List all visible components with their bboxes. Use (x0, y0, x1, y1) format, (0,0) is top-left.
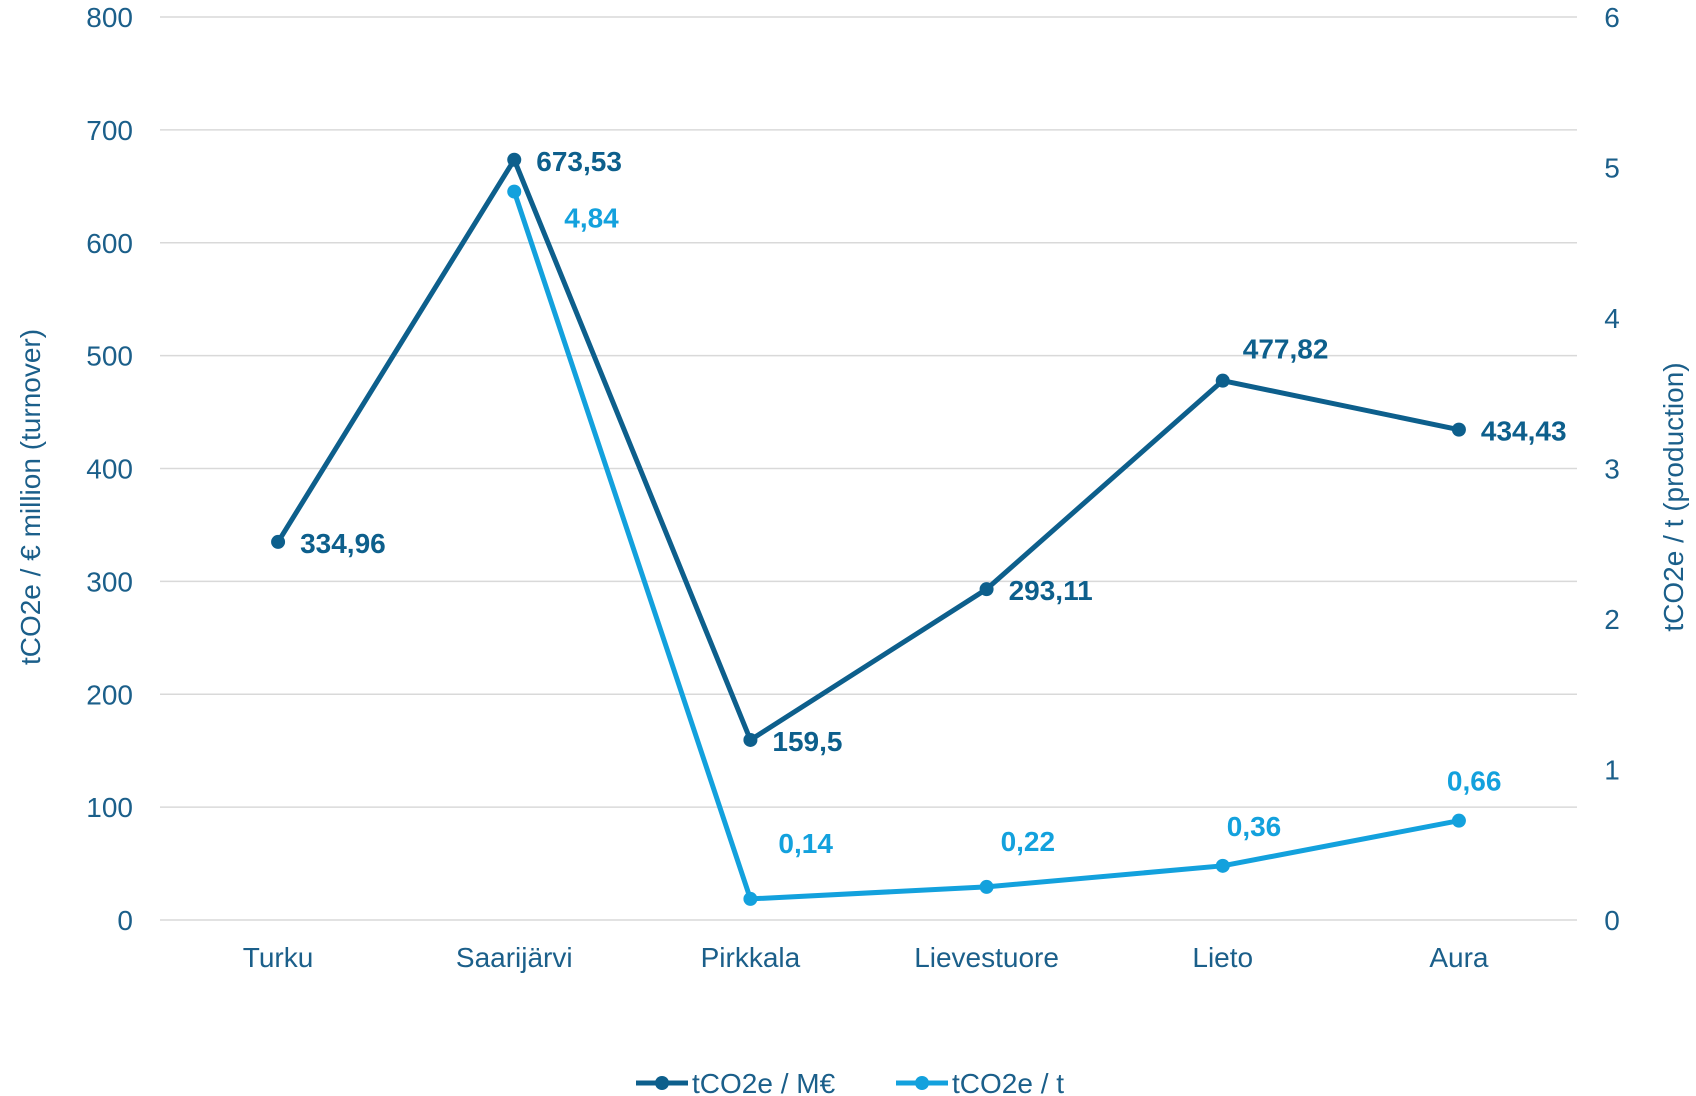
gridlines (160, 16, 1577, 921)
legend-marker-turnover (655, 1076, 669, 1090)
data-label: 0,36 (1227, 811, 1282, 842)
data-label: 4,84 (564, 203, 619, 234)
data-label: 477,82 (1243, 334, 1329, 365)
left-tick-label: 100 (86, 792, 133, 823)
data-point (979, 879, 994, 894)
x-tick-label: Lievestuore (914, 942, 1059, 973)
legend-item-turnover[interactable]: tCO2e / M€ (636, 1068, 836, 1096)
data-point (507, 184, 522, 199)
right-tick-label: 3 (1604, 454, 1620, 485)
data-label: 293,11 (1009, 575, 1093, 606)
right-axis-title: tCO2e / t (production) (1658, 362, 1689, 631)
x-tick-label: Turku (243, 942, 314, 973)
data-point (1215, 373, 1230, 388)
legend-label-production: tCO2e / t (952, 1068, 1064, 1096)
right-tick-label: 0 (1604, 905, 1620, 936)
data-point (743, 891, 758, 906)
data-label: 673,53 (536, 146, 622, 177)
legend-item-production[interactable]: tCO2e / t (896, 1068, 1064, 1096)
right-tick-label: 1 (1604, 755, 1620, 786)
legend-marker-production (915, 1076, 929, 1090)
left-tick-label: 600 (86, 228, 133, 259)
right-tick-label: 2 (1604, 604, 1620, 635)
x-axis-ticks: Turku Saarijärvi Pirkkala Lievestuore Lieto A… (243, 942, 1489, 973)
data-label: 0,22 (1001, 826, 1055, 857)
left-tick-label: 0 (117, 905, 133, 936)
series (271, 152, 1466, 906)
data-label: 0,14 (778, 828, 833, 859)
right-axis-ticks: 0 1 2 3 4 5 6 (1604, 2, 1620, 936)
left-tick-label: 200 (86, 679, 133, 710)
series-line-1 (511, 190, 1460, 902)
data-point (1451, 422, 1466, 437)
left-tick-label: 300 (86, 566, 133, 597)
data-point (1215, 858, 1230, 873)
data-label: 0,66 (1447, 766, 1502, 797)
x-tick-label: Pirkkala (701, 942, 801, 973)
left-tick-label: 800 (86, 2, 133, 33)
right-tick-label: 6 (1604, 2, 1620, 33)
x-tick-label: Lieto (1192, 942, 1253, 973)
data-point (743, 732, 758, 747)
data-point (1451, 813, 1466, 828)
left-tick-label: 400 (86, 454, 133, 485)
legend-label-turnover: tCO2e / M€ (692, 1068, 836, 1096)
x-tick-label: Saarijärvi (456, 942, 573, 973)
data-label: 334,96 (300, 528, 386, 559)
right-tick-label: 5 (1604, 153, 1620, 184)
data-label: 159,5 (772, 726, 842, 757)
left-axis-ticks: 0 100 200 300 400 500 600 700 800 (86, 2, 133, 936)
left-tick-label: 700 (86, 115, 133, 146)
data-point (271, 534, 286, 549)
data-label: 434,43 (1481, 416, 1567, 447)
left-tick-label: 500 (86, 341, 133, 372)
right-tick-label: 4 (1604, 303, 1620, 334)
data-point (979, 582, 994, 597)
data-labels: 334,96 673,53 159,5 293,11 477,82 434,43 4,84 0… (300, 146, 1566, 859)
series-line-0 (275, 157, 1460, 743)
legend: tCO2e / M€ tCO2e / t (636, 1068, 1064, 1096)
data-point (507, 152, 522, 167)
left-axis-title: tCO2e / € million (turnover) (15, 329, 46, 665)
x-tick-label: Aura (1429, 942, 1489, 973)
